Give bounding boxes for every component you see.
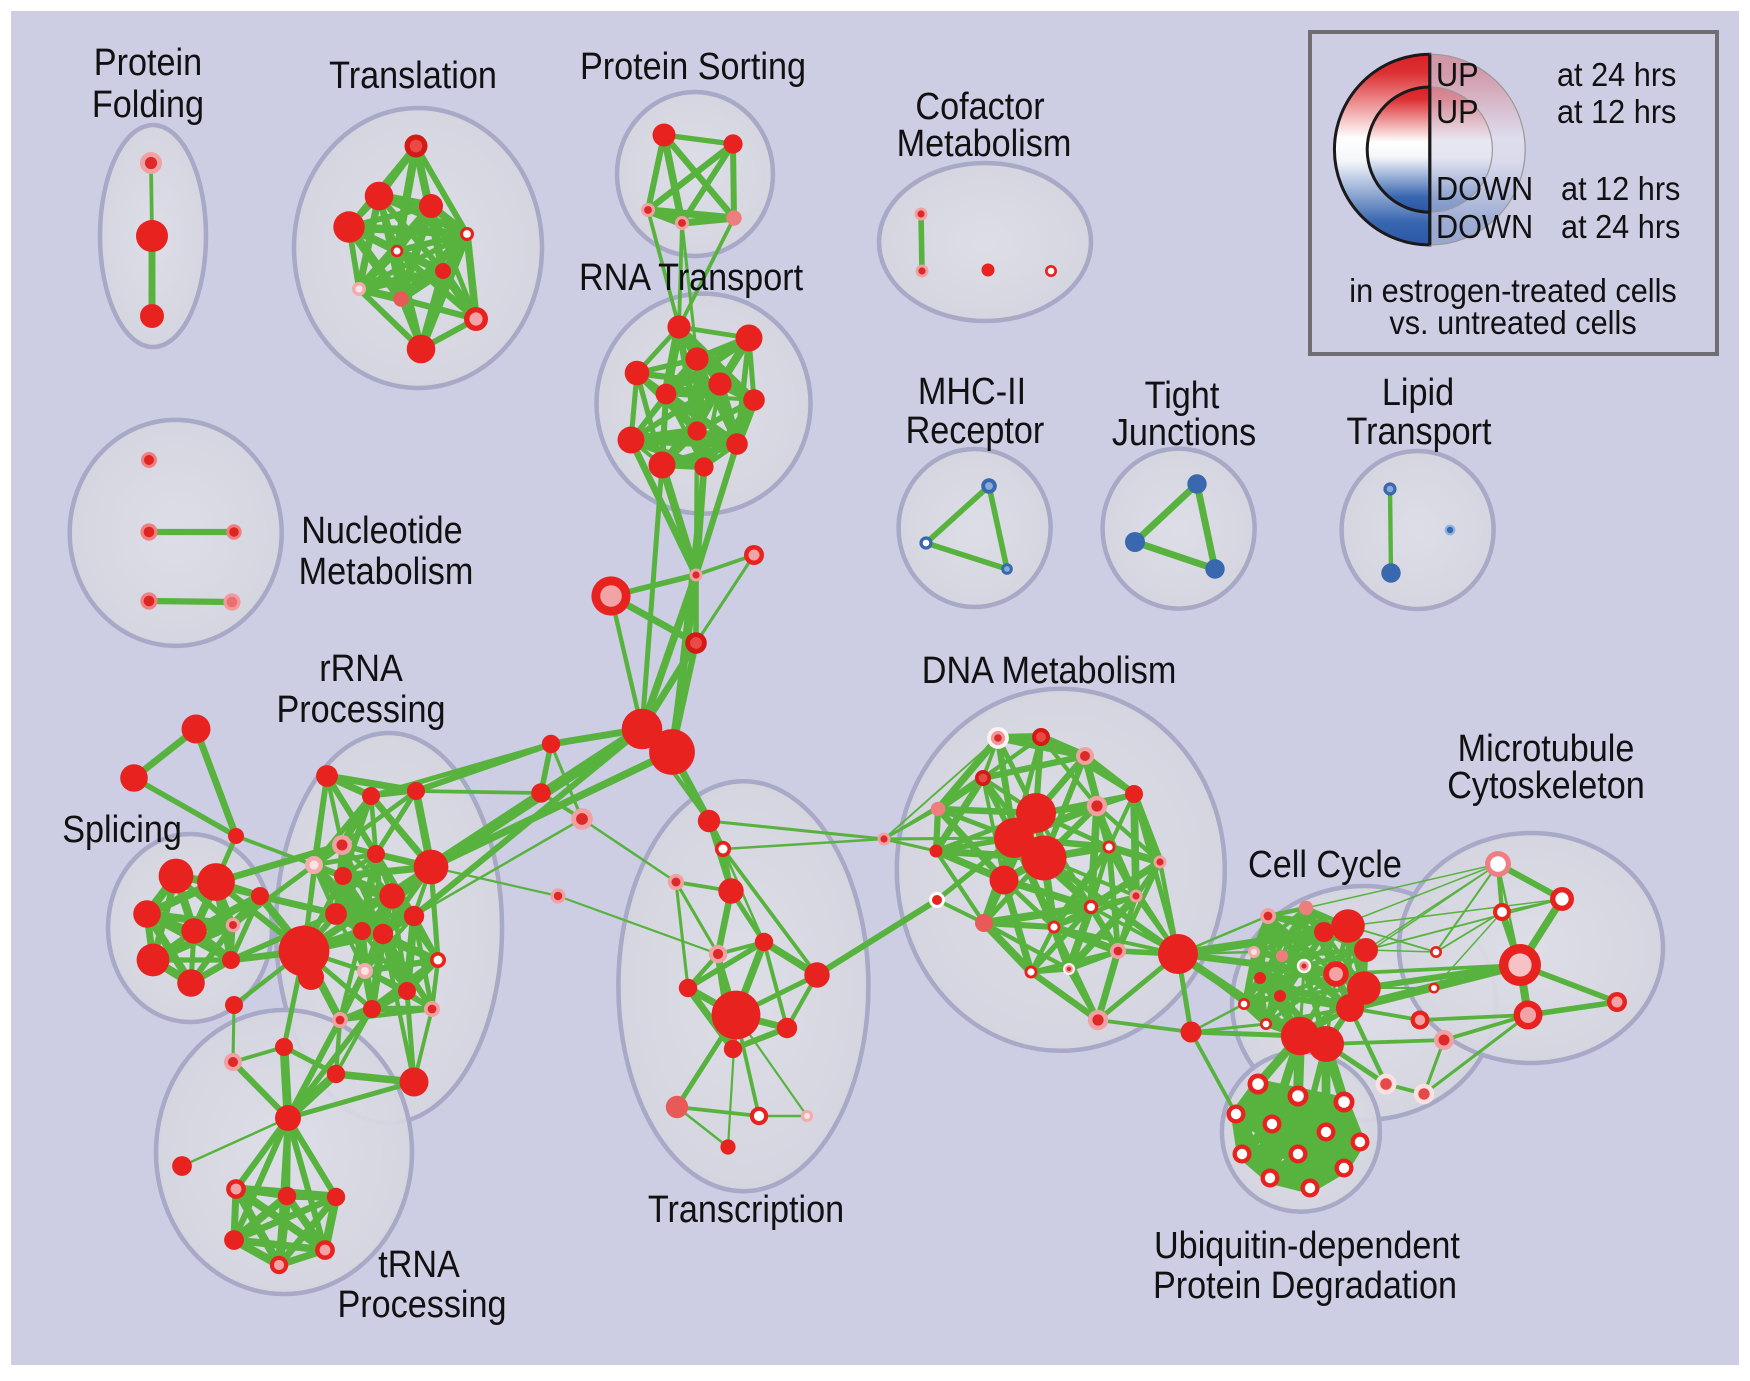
svg-text:vs. untreated cells: vs. untreated cells	[1389, 304, 1636, 341]
svg-text:Protein Degradation: Protein Degradation	[1153, 1263, 1457, 1306]
svg-text:Transport: Transport	[1347, 409, 1492, 452]
svg-text:in estrogen-treated cells: in estrogen-treated cells	[1349, 272, 1676, 309]
svg-text:tRNA: tRNA	[378, 1242, 461, 1285]
svg-text:Folding: Folding	[92, 82, 204, 125]
svg-text:Transcription: Transcription	[648, 1187, 844, 1230]
svg-text:UP: UP	[1436, 56, 1479, 93]
svg-text:MHC-II: MHC-II	[918, 369, 1026, 412]
svg-text:RNA Transport: RNA Transport	[579, 255, 803, 298]
svg-text:Cofactor: Cofactor	[915, 84, 1044, 127]
svg-text:Ubiquitin-dependent: Ubiquitin-dependent	[1154, 1223, 1460, 1266]
svg-text:at 24 hrs: at 24 hrs	[1561, 208, 1680, 245]
svg-text:at 12 hrs: at 12 hrs	[1561, 170, 1680, 207]
svg-text:Translation: Translation	[329, 53, 497, 96]
svg-text:Tight: Tight	[1145, 373, 1220, 416]
svg-text:Cell Cycle: Cell Cycle	[1248, 842, 1402, 885]
svg-text:Splicing: Splicing	[62, 807, 182, 850]
svg-text:Nucleotide: Nucleotide	[301, 508, 462, 551]
svg-text:Lipid: Lipid	[1382, 370, 1454, 413]
svg-text:DOWN: DOWN	[1436, 170, 1533, 207]
svg-text:at 12 hrs: at 12 hrs	[1557, 93, 1676, 130]
svg-text:DOWN: DOWN	[1436, 208, 1533, 245]
svg-text:at 24 hrs: at 24 hrs	[1557, 56, 1676, 93]
svg-text:Junctions: Junctions	[1112, 410, 1256, 453]
svg-text:Metabolism: Metabolism	[897, 121, 1072, 164]
svg-text:DNA Metabolism: DNA Metabolism	[922, 648, 1177, 691]
svg-text:Protein Sorting: Protein Sorting	[580, 44, 806, 87]
svg-text:Processing: Processing	[337, 1282, 506, 1325]
svg-text:rRNA: rRNA	[319, 646, 403, 689]
svg-text:UP: UP	[1436, 93, 1479, 130]
svg-text:Metabolism: Metabolism	[299, 549, 474, 592]
svg-text:Receptor: Receptor	[906, 408, 1045, 451]
svg-text:Cytoskeleton: Cytoskeleton	[1447, 763, 1645, 806]
svg-text:Microtubule: Microtubule	[1458, 726, 1635, 769]
svg-text:Protein: Protein	[94, 40, 202, 83]
svg-text:Processing: Processing	[276, 687, 445, 730]
